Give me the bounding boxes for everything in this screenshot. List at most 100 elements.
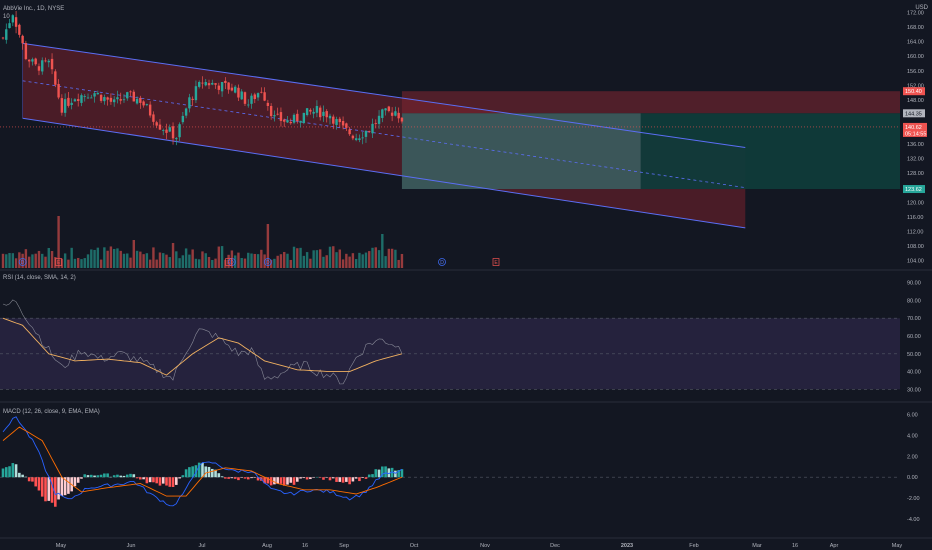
macd-histogram-bar	[397, 470, 400, 478]
candle-body	[109, 97, 113, 102]
candle-body	[394, 111, 397, 116]
dividend-marker-label: D	[266, 260, 270, 266]
price-tick: 152.00	[907, 83, 924, 89]
volume-bar	[260, 249, 263, 268]
macd-histogram-bar	[328, 477, 332, 481]
candle-body	[201, 82, 204, 84]
candle-body	[214, 83, 217, 85]
candle-body	[162, 130, 165, 131]
volume-bar	[155, 259, 158, 268]
macd-tick: -4.00	[907, 517, 920, 523]
candle-body	[332, 116, 335, 124]
macd-histogram-bar	[139, 477, 142, 480]
candle-body	[194, 86, 198, 101]
price-tick: 168.00	[907, 25, 924, 31]
macd-histogram-bar	[129, 473, 132, 478]
candle-body	[322, 111, 325, 116]
macd-histogram-bar	[27, 477, 31, 482]
macd-histogram-bar	[400, 469, 404, 478]
volume-bar	[381, 234, 384, 268]
macd-histogram-bar	[103, 473, 106, 478]
candle-body	[240, 91, 243, 100]
macd-histogram-bar	[197, 462, 201, 478]
macd-histogram-bar	[1, 468, 5, 478]
candle-body	[158, 124, 162, 130]
macd-histogram-bar	[99, 474, 103, 478]
candle-body	[50, 58, 54, 70]
volume-bar	[312, 250, 315, 268]
candle-body	[8, 23, 11, 29]
candle-body	[126, 92, 129, 99]
volume-bar	[384, 256, 387, 268]
volume-bar	[371, 247, 374, 268]
macd-histogram-bar	[125, 474, 129, 478]
volume-bar	[63, 253, 67, 268]
macd-histogram-bar	[116, 474, 119, 478]
volume-bar	[135, 250, 139, 268]
rsi-line	[2, 299, 403, 385]
volume-bar	[129, 257, 132, 268]
macd-histogram-bar	[390, 467, 394, 478]
macd-histogram-bar	[367, 474, 371, 478]
candle-body	[165, 129, 168, 133]
candle-body	[224, 80, 227, 84]
macd-histogram-bar	[132, 474, 136, 478]
price-tick: 120.00	[907, 200, 924, 206]
volume-bar	[397, 259, 400, 268]
candle-body	[188, 97, 191, 109]
candle-body	[338, 118, 342, 123]
macd-histogram-bar	[341, 477, 345, 483]
stop-price-label: 150.40	[905, 89, 922, 95]
candle-body	[207, 83, 211, 86]
candle-body	[178, 124, 181, 138]
candle-body	[1, 37, 5, 39]
candle-body	[142, 101, 145, 106]
rsi-ma-line	[2, 317, 403, 376]
time-tick: Feb	[689, 543, 698, 549]
volume-bar	[374, 247, 377, 268]
volume-bar	[283, 251, 286, 268]
volume-bar	[201, 251, 204, 268]
candle-body	[328, 115, 332, 119]
volume-bar	[109, 246, 113, 268]
future-dividend-label: D	[440, 260, 444, 266]
candle-body	[381, 109, 384, 118]
stop-price-label-bg	[903, 87, 925, 96]
volume-bar	[354, 259, 358, 268]
volume-bar	[276, 255, 279, 268]
time-tick: Jun	[127, 543, 136, 549]
macd-histogram-bar	[14, 464, 18, 478]
candle-body	[364, 131, 368, 137]
macd-histogram-bar	[338, 477, 342, 482]
rsi-tick: 50.00	[907, 352, 921, 358]
candle-body	[384, 108, 387, 111]
volume-bar	[14, 258, 18, 268]
macd-histogram-bar	[122, 475, 126, 478]
macd-histogram-bar	[243, 477, 247, 479]
macd-histogram-bar	[246, 477, 250, 480]
volume-bar	[253, 253, 256, 268]
candle-body	[21, 35, 24, 44]
macd-histogram-bar	[201, 462, 204, 478]
volume-bar	[296, 248, 299, 268]
volume-bar	[158, 252, 162, 268]
macd-histogram-bar	[24, 476, 28, 478]
candle-body	[220, 81, 224, 92]
candle-body	[292, 114, 296, 123]
volume-bar	[387, 248, 391, 268]
macd-histogram-bar	[345, 477, 348, 482]
entry-price-label: 144.35	[905, 111, 922, 117]
candle-body	[116, 97, 119, 100]
macd-histogram-bar	[214, 469, 217, 478]
rsi-tick: 30.00	[907, 387, 921, 393]
candle-body	[145, 104, 149, 106]
volume-bar	[126, 253, 129, 268]
volume-bar	[168, 257, 171, 268]
candle-body	[67, 97, 70, 106]
time-tick: May	[56, 543, 67, 549]
macd-histogram-bar	[37, 477, 41, 491]
macd-histogram-bar	[54, 477, 57, 507]
macd-histogram-bar	[302, 477, 306, 479]
stop-loss-zone	[401, 91, 900, 114]
